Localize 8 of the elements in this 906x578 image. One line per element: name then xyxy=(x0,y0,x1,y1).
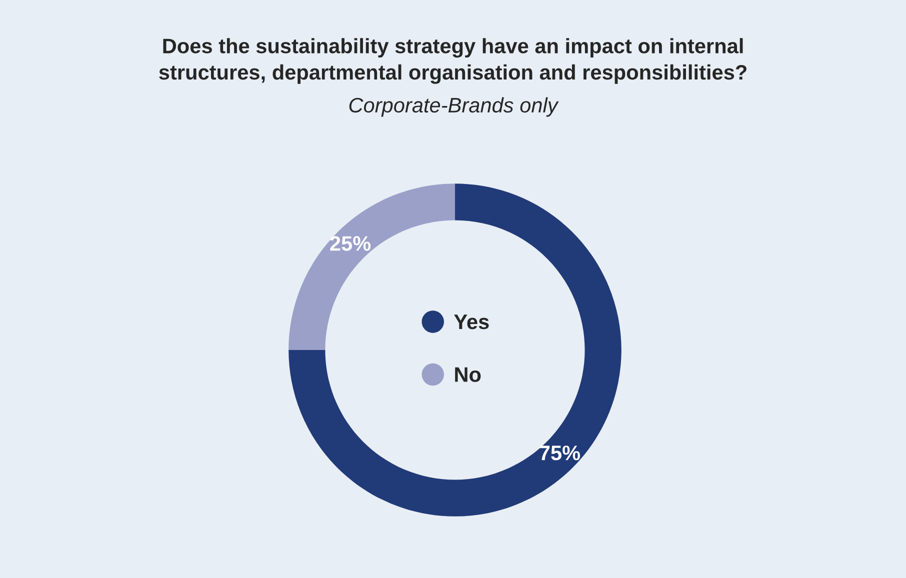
legend-label: No xyxy=(455,367,481,382)
chart-title: Does the sustainability strategy have an impact on internal structures, departmental organisation and responsibilities? xyxy=(159,38,746,84)
legend-label: Yes xyxy=(454,314,489,330)
chart-subtitle: Corporate-Brands only xyxy=(349,97,559,117)
donut-slice xyxy=(288,184,622,516)
data-label: 25% xyxy=(330,236,371,251)
donut-slice xyxy=(288,184,455,350)
data-label: 75% xyxy=(540,446,580,460)
